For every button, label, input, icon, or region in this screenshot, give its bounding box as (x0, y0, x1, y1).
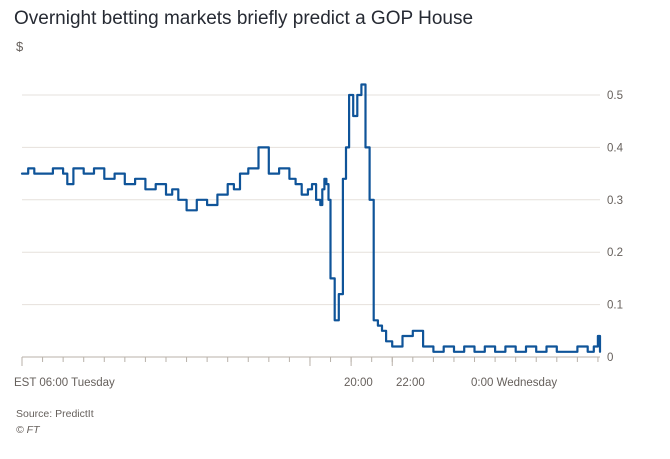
x-tick-label: 22:00 (396, 377, 425, 389)
y-tick-label: 0.5 (607, 90, 623, 102)
y-axis: 0 0.1 0.2 0.3 0.4 0.5 (607, 90, 624, 364)
credit-note: © FT (16, 424, 40, 436)
source-note: Source: PredictIt (16, 408, 94, 420)
x-tick-label: 20:00 (344, 377, 373, 389)
y-tick-label: 0.2 (607, 247, 623, 259)
y-tick-label: 0.1 (607, 300, 623, 312)
y-tick-label: 0.3 (607, 195, 623, 207)
x-axis: EST 06:00 Tuesday 20:00 22:00 0:00 Wednesda… (14, 356, 600, 389)
y-unit-label: $ (16, 39, 24, 54)
chart-title: Overnight betting markets briefly predic… (14, 8, 474, 29)
gridlines (22, 94, 600, 306)
series-line (20, 83, 602, 353)
y-tick-label: 0 (607, 352, 613, 364)
series-layer (20, 83, 602, 353)
y-tick-label: 0.4 (607, 142, 624, 154)
line-chart: EST 06:00 Tuesday 20:00 22:00 0:00 Wednesda… (14, 83, 624, 389)
x-tick-label: 0:00 Wednesday (471, 377, 557, 389)
x-tick-label: EST 06:00 Tuesday (14, 377, 115, 389)
